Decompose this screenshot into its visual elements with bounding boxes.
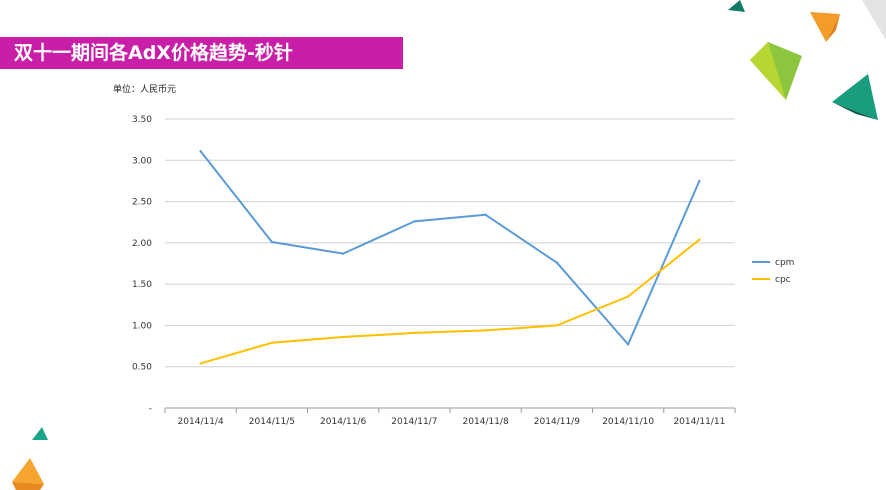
- data-point-cpc: [199, 362, 202, 365]
- series-line-cpm: [199, 150, 701, 346]
- triangle-gray-icon: [862, 0, 886, 40]
- data-point-cpc: [626, 295, 630, 298]
- data-point-cpm: [270, 240, 274, 244]
- chart-series: [199, 150, 701, 365]
- legend-label-cpc: cpc: [775, 275, 791, 285]
- y-tick-label: 1.00: [132, 321, 152, 331]
- data-point-cpm: [626, 343, 630, 346]
- triangle-dark-teal-icon: [832, 74, 878, 120]
- x-axis-tick-labels: 2014/11/4 2014/11/5 2014/11/6 2014/11/7 2014…: [178, 417, 726, 427]
- data-point-cpc: [555, 324, 559, 327]
- y-tick-label: 3.50: [132, 115, 152, 125]
- data-point-cpm: [199, 150, 202, 153]
- triangle-orange-icon: [810, 12, 840, 42]
- data-point-cpc: [698, 238, 701, 241]
- y-tick-label: -: [149, 404, 152, 414]
- x-tick-label: 2014/11/9: [534, 417, 580, 427]
- y-axis-tick-labels: - 0.50 1.00 1.50 2.00 2.50 3.00 3.50: [132, 115, 152, 414]
- x-tick-label: 2014/11/4: [178, 417, 224, 427]
- y-tick-label: 0.50: [132, 363, 152, 373]
- series-line-cpc: [200, 238, 701, 365]
- chart-legend[interactable]: cpm cpc: [752, 258, 794, 285]
- data-point-cpc: [484, 329, 487, 332]
- x-tick-label: 2014/11/10: [602, 417, 654, 427]
- unit-label: 单位：人民币元: [113, 85, 177, 95]
- data-point-cpm: [341, 252, 345, 255]
- x-tick-label: 2014/11/7: [391, 417, 437, 427]
- slide-title: 双十一期间各AdX价格趋势-秒针: [0, 37, 403, 69]
- data-point-cpm: [698, 179, 701, 183]
- data-point-cpc: [341, 335, 345, 339]
- legend-label-cpm: cpm: [775, 258, 794, 268]
- y-tick-label: 2.50: [132, 198, 152, 208]
- data-point-cpm: [555, 261, 559, 264]
- chart-gridlines: [164, 118, 736, 413]
- data-point-cpm: [413, 220, 416, 223]
- data-point-cpm: [484, 213, 487, 216]
- data-point-cpc: [413, 331, 416, 335]
- y-tick-label: 3.00: [132, 156, 152, 166]
- x-tick-label: 2014/11/8: [463, 417, 509, 427]
- x-tick-label: 2014/11/6: [320, 417, 366, 427]
- data-point-cpc: [270, 341, 274, 344]
- x-tick-label: 2014/11/5: [249, 417, 295, 427]
- triangle-teal-icon: [728, 0, 745, 12]
- x-tick-label: 2014/11/11: [673, 417, 725, 427]
- y-tick-label: 2.00: [132, 239, 152, 249]
- y-tick-label: 1.50: [132, 280, 152, 290]
